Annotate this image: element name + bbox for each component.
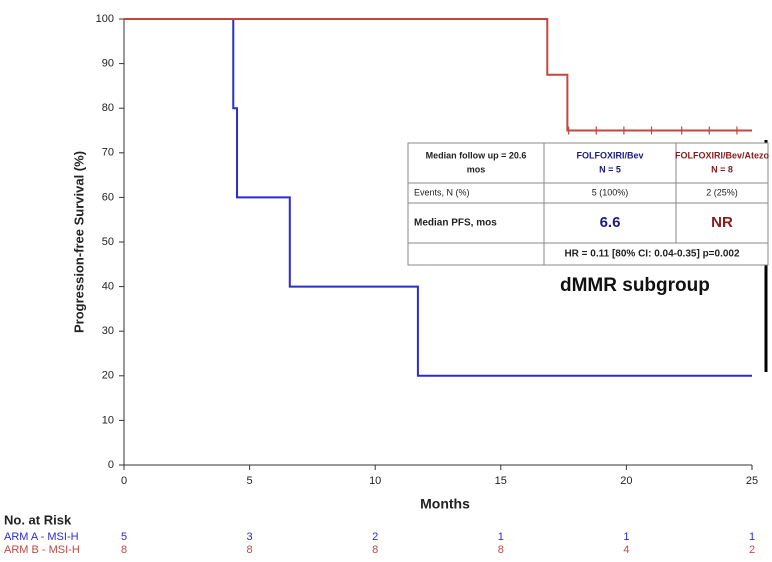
summary-table: Median follow up = 20.6 mos FOLFOXIRI/Be… xyxy=(407,142,770,266)
table-cell: 2 (25%) xyxy=(706,187,738,197)
survival-line xyxy=(124,18,752,377)
y-tick-label: 40 xyxy=(102,281,114,293)
table-header: Median follow up = 20.6 xyxy=(426,150,527,160)
risk-count: 1 xyxy=(623,531,629,543)
table-footer: HR = 0.11 [80% CI: 0.04-0.35] p=0.002 xyxy=(564,249,740,260)
x-tick-label: 15 xyxy=(495,475,507,487)
risk-count: 8 xyxy=(372,544,378,556)
risk-count: 8 xyxy=(247,544,253,556)
y-axis-label: Progression-free Survival (%) xyxy=(71,151,86,333)
y-tick-label: 60 xyxy=(102,191,114,203)
x-tick-label: 0 xyxy=(121,475,127,487)
risk-count: 1 xyxy=(749,531,755,543)
survival-line xyxy=(124,18,752,132)
risk-count: 8 xyxy=(121,544,127,556)
annotation: dMMR subgroup xyxy=(560,275,710,296)
table-header: FOLFOXIRI/Bev xyxy=(576,150,643,160)
table-cell: NR xyxy=(711,214,733,231)
y-tick-label: 30 xyxy=(102,325,114,337)
risk-count: 8 xyxy=(498,544,504,556)
y-tick-label: 0 xyxy=(108,459,114,471)
risk-count: 1 xyxy=(498,531,504,543)
risk-count: 2 xyxy=(749,544,755,556)
risk-count: 4 xyxy=(623,544,629,556)
x-tick-label: 5 xyxy=(247,475,253,487)
y-tick-label: 70 xyxy=(102,147,114,159)
y-tick-label: 20 xyxy=(102,370,114,382)
table-cell: Events, N (%) xyxy=(414,187,470,197)
y-tick-label: 90 xyxy=(102,58,114,70)
table-cell: 6.6 xyxy=(600,214,621,231)
x-tick-label: 25 xyxy=(746,475,758,487)
x-tick-label: 10 xyxy=(369,475,381,487)
risk-count: 5 xyxy=(121,531,127,543)
y-tick-label: 100 xyxy=(96,13,114,25)
table-header: FOLFOXIRI/Bev/Atezo xyxy=(675,150,770,160)
risk-count: 2 xyxy=(372,531,378,543)
risk-title: No. at Risk xyxy=(4,512,72,527)
x-axis-label: Months xyxy=(420,496,470,512)
table-cell: 5 (100%) xyxy=(592,187,629,197)
table-header: N = 8 xyxy=(711,164,733,174)
y-tick-label: 80 xyxy=(102,102,114,114)
risk-row-label: ARM A - MSI-H xyxy=(4,531,79,543)
table-cell: Median PFS, mos xyxy=(414,218,497,229)
table-border xyxy=(407,142,769,266)
risk-count: 3 xyxy=(247,531,253,543)
risk-row-label: ARM B - MSI-H xyxy=(4,544,80,556)
table-header: mos xyxy=(467,164,486,174)
y-tick-label: 50 xyxy=(102,236,114,248)
y-tick-label: 10 xyxy=(102,414,114,426)
table-header: N = 5 xyxy=(599,164,621,174)
x-tick-label: 20 xyxy=(620,475,632,487)
